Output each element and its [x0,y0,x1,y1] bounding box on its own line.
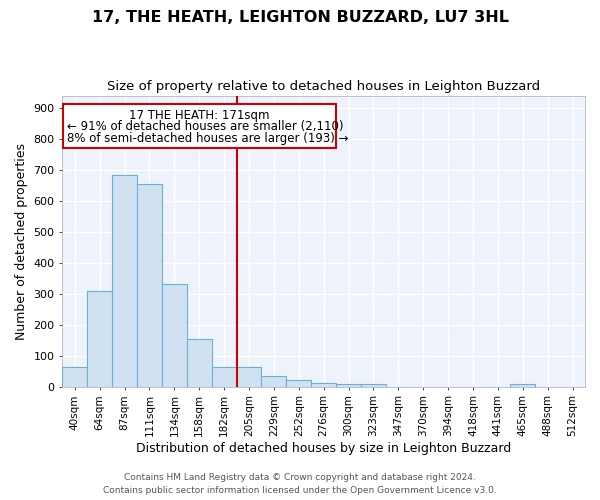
Title: Size of property relative to detached houses in Leighton Buzzard: Size of property relative to detached ho… [107,80,540,93]
Bar [311,383,336,386]
Bar [87,290,112,386]
Bar [336,384,361,386]
Bar [187,338,212,386]
Text: ← 91% of detached houses are smaller (2,110): ← 91% of detached houses are smaller (2,… [67,120,343,134]
Bar [162,284,187,386]
Bar [236,366,262,386]
Text: 17, THE HEATH, LEIGHTON BUZZARD, LU7 3HL: 17, THE HEATH, LEIGHTON BUZZARD, LU7 3HL [91,10,509,25]
Bar [137,184,162,386]
Bar [62,367,87,386]
Text: Contains HM Land Registry data © Crown copyright and database right 2024.
Contai: Contains HM Land Registry data © Crown c… [103,474,497,495]
Bar [286,380,311,386]
Bar [212,366,236,386]
Bar [361,384,386,386]
Bar [112,174,137,386]
Text: 17 THE HEATH: 171sqm: 17 THE HEATH: 171sqm [129,108,270,122]
X-axis label: Distribution of detached houses by size in Leighton Buzzard: Distribution of detached houses by size … [136,442,511,455]
Bar [262,376,286,386]
Y-axis label: Number of detached properties: Number of detached properties [15,142,28,340]
FancyBboxPatch shape [63,104,336,148]
Bar [511,384,535,386]
Text: 8% of semi-detached houses are larger (193) →: 8% of semi-detached houses are larger (1… [67,132,348,145]
